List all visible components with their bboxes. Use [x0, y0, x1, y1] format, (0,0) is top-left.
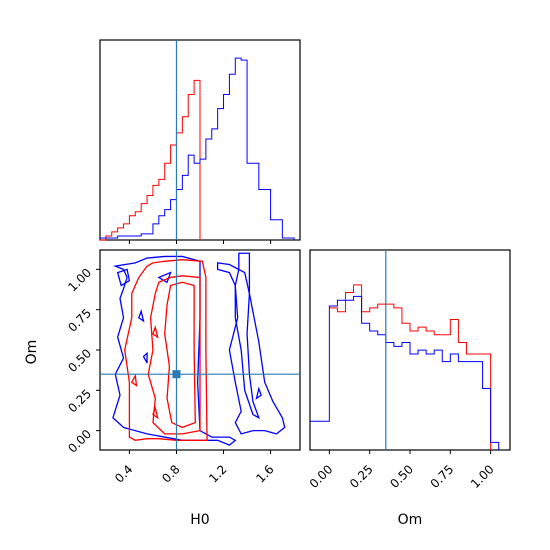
- om-xtick-label: 0.00: [307, 462, 336, 491]
- contour-blue-island-3: [142, 351, 148, 364]
- om-xtick-label: 0.75: [428, 462, 457, 491]
- om-xtick-label: 0.25: [347, 462, 376, 491]
- contour-blue-island-4: [255, 386, 262, 400]
- truth-point-marker: [172, 370, 181, 379]
- h0-xtick-label: 0.8: [159, 462, 182, 485]
- h0-om-contours: [112, 252, 286, 446]
- h0-xtick-label: 1.2: [206, 462, 229, 485]
- contour-blue-right-inner: [216, 262, 261, 420]
- contour-red-island-1: [152, 325, 159, 339]
- x-axis-label-om: Om: [398, 512, 423, 528]
- axis-ticks: 0.4 0.8 1.2 1.6 0.00 0.25 0.50 0.75 1.00 0.00 0.25…: [65, 240, 497, 491]
- h0-xtick-label: 1.6: [253, 462, 276, 485]
- h0-xtick-label: 0.4: [112, 462, 135, 485]
- x-axis-label-h0: H0: [190, 512, 209, 528]
- om-hist-series-blue: [310, 295, 500, 450]
- om-xtick-label: 0.50: [387, 462, 416, 491]
- contour-red-island-3: [152, 405, 159, 420]
- h0-marginal-histograms: [100, 57, 295, 241]
- contour-red-inner: [164, 281, 196, 429]
- contour-red-mid: [147, 275, 201, 435]
- om-ytick-label: 0.25: [65, 387, 94, 416]
- truth-lines: [100, 40, 387, 450]
- om-ytick-label: 0.75: [65, 306, 94, 335]
- h0-hist-series-blue: [100, 57, 295, 240]
- contour-blue-island-5: [157, 271, 172, 284]
- om-ytick-label: 0.50: [65, 346, 94, 375]
- contour-red-island-2: [130, 373, 138, 387]
- om-xtick-label: 1.00: [468, 462, 497, 491]
- om-hist-series-red: [329, 284, 492, 450]
- contour-blue-island-1: [116, 268, 131, 287]
- contour-blue-right: [228, 252, 286, 435]
- h0-hist-series-red: [100, 79, 201, 241]
- om-marginal-histograms: [310, 284, 500, 450]
- contour-red-outer: [124, 259, 208, 441]
- contour-blue-island-2: [138, 309, 145, 323]
- om-ytick-label: 1.00: [65, 266, 94, 295]
- om-ytick-label: 0.00: [65, 427, 94, 456]
- y-axis-label-om: Om: [24, 340, 40, 365]
